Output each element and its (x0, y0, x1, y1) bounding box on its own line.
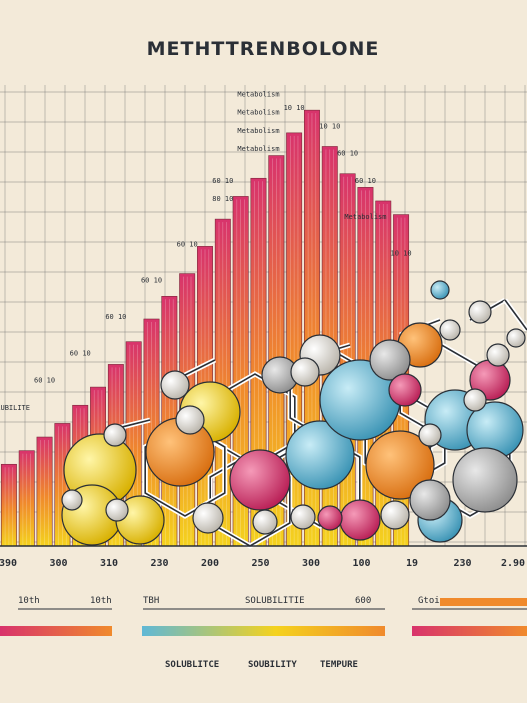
annotation-label: 60 10 (70, 349, 91, 357)
legend-item-2: TBH SOLUBILITIE 600 (142, 596, 385, 636)
x-tick-label: 200 (201, 558, 219, 569)
legend-swatch (0, 626, 112, 636)
bond (504, 299, 527, 331)
atom-sphere (103, 423, 127, 447)
legend-label-right: 600 (355, 596, 371, 606)
x-tick-label: 230 (453, 558, 471, 569)
molecule-illustration (61, 280, 527, 549)
annotation-label: Metabolism (237, 91, 279, 99)
legend-label-right: 10th (90, 596, 112, 606)
atom-sphere (430, 280, 450, 300)
atom-sphere (290, 504, 316, 530)
atom-sphere (388, 373, 422, 407)
atom-sphere (61, 489, 83, 511)
x-tick-label: 250 (251, 558, 269, 569)
legend-label-left: TBH (143, 596, 159, 606)
legend-item-1: 10th 10th (0, 596, 112, 636)
annotation-label: 10 10 (391, 249, 412, 257)
atom-sphere (506, 328, 526, 348)
annotation-label: 60 10 (34, 377, 55, 385)
legend-swatch (142, 626, 385, 636)
x-tick-label: 100 (352, 558, 370, 569)
annotation-label: 60 10 (212, 177, 233, 185)
legend-accent-bar (440, 598, 527, 606)
annotation-label: 60 10 (337, 150, 358, 158)
atom-sphere (105, 498, 129, 522)
annotation-label: 10 10 (319, 122, 340, 130)
footer-label-1: SOLUBLITCE (165, 660, 219, 670)
footer-label-3: TEMPURE (320, 660, 358, 670)
atom-sphere (317, 505, 343, 531)
x-tick-label: 300 (302, 558, 320, 569)
annotation-label: Metabolism (344, 213, 386, 221)
atom-sphere (339, 499, 381, 541)
atom-sphere (252, 509, 278, 535)
atom-sphere (452, 447, 518, 513)
legend-item-3: Gtoin (412, 596, 527, 636)
atom-sphere (463, 388, 487, 412)
annotation-label: 80 10 (212, 195, 233, 203)
atom-sphere (409, 479, 451, 521)
atom-sphere (468, 300, 492, 324)
atom-sphere (486, 343, 510, 367)
annotation-label: 60 10 (177, 240, 198, 248)
legend-label-left: Gtoin (418, 596, 445, 606)
x-tick-label: 19 (406, 558, 418, 569)
atom-sphere (365, 430, 435, 500)
footer-label-2: SOUBILITY (248, 660, 297, 670)
legend-label-mid: SOLUBILITIE (245, 596, 305, 606)
x-tick-label: 310 (100, 558, 118, 569)
atom-sphere (380, 500, 410, 530)
atom-sphere (439, 319, 461, 341)
annotation-label: 60 10 (105, 313, 126, 321)
atom-sphere (229, 449, 291, 511)
annotation-layer: Metabolism Metabolism Metabolism Metabolism… (0, 91, 412, 412)
atom-sphere (160, 370, 190, 400)
chart-title: METHTTRENBOLONE (147, 38, 380, 60)
annotation-label: Metabolism (237, 145, 279, 153)
atom-sphere (192, 502, 224, 534)
annotation-label: Metabolism (237, 127, 279, 135)
legend-label-left: 10th (18, 596, 40, 606)
ring-bond (279, 433, 361, 527)
atom-sphere (369, 339, 411, 381)
annotation-label: 10 10 (284, 104, 305, 112)
annotation-label: SOLUBILITE (0, 404, 30, 412)
x-tick-labels: 390 300 310 230 200 250 300 100 19 230 2.90 (0, 558, 525, 569)
x-tick-label: 2.90 (501, 558, 525, 569)
ring-bond (144, 423, 226, 517)
annotation-label: 60 10 (141, 277, 162, 285)
annotation-label: 60 10 (355, 177, 376, 185)
atom-sphere (175, 405, 205, 435)
atom-sphere (285, 420, 355, 490)
annotation-label: Metabolism (237, 109, 279, 117)
atom-sphere (418, 423, 442, 447)
legend-swatch (412, 626, 527, 636)
x-tick-label: 300 (49, 558, 67, 569)
x-tick-label: 390 (0, 558, 17, 569)
x-tick-label: 230 (150, 558, 168, 569)
footer: SOLUBLITCE SOUBILITY TEMPURE (165, 660, 358, 670)
legend: 10th 10th TBH SOLUBILITIE 600 Gtoin (0, 596, 527, 636)
atom-sphere (290, 357, 320, 387)
